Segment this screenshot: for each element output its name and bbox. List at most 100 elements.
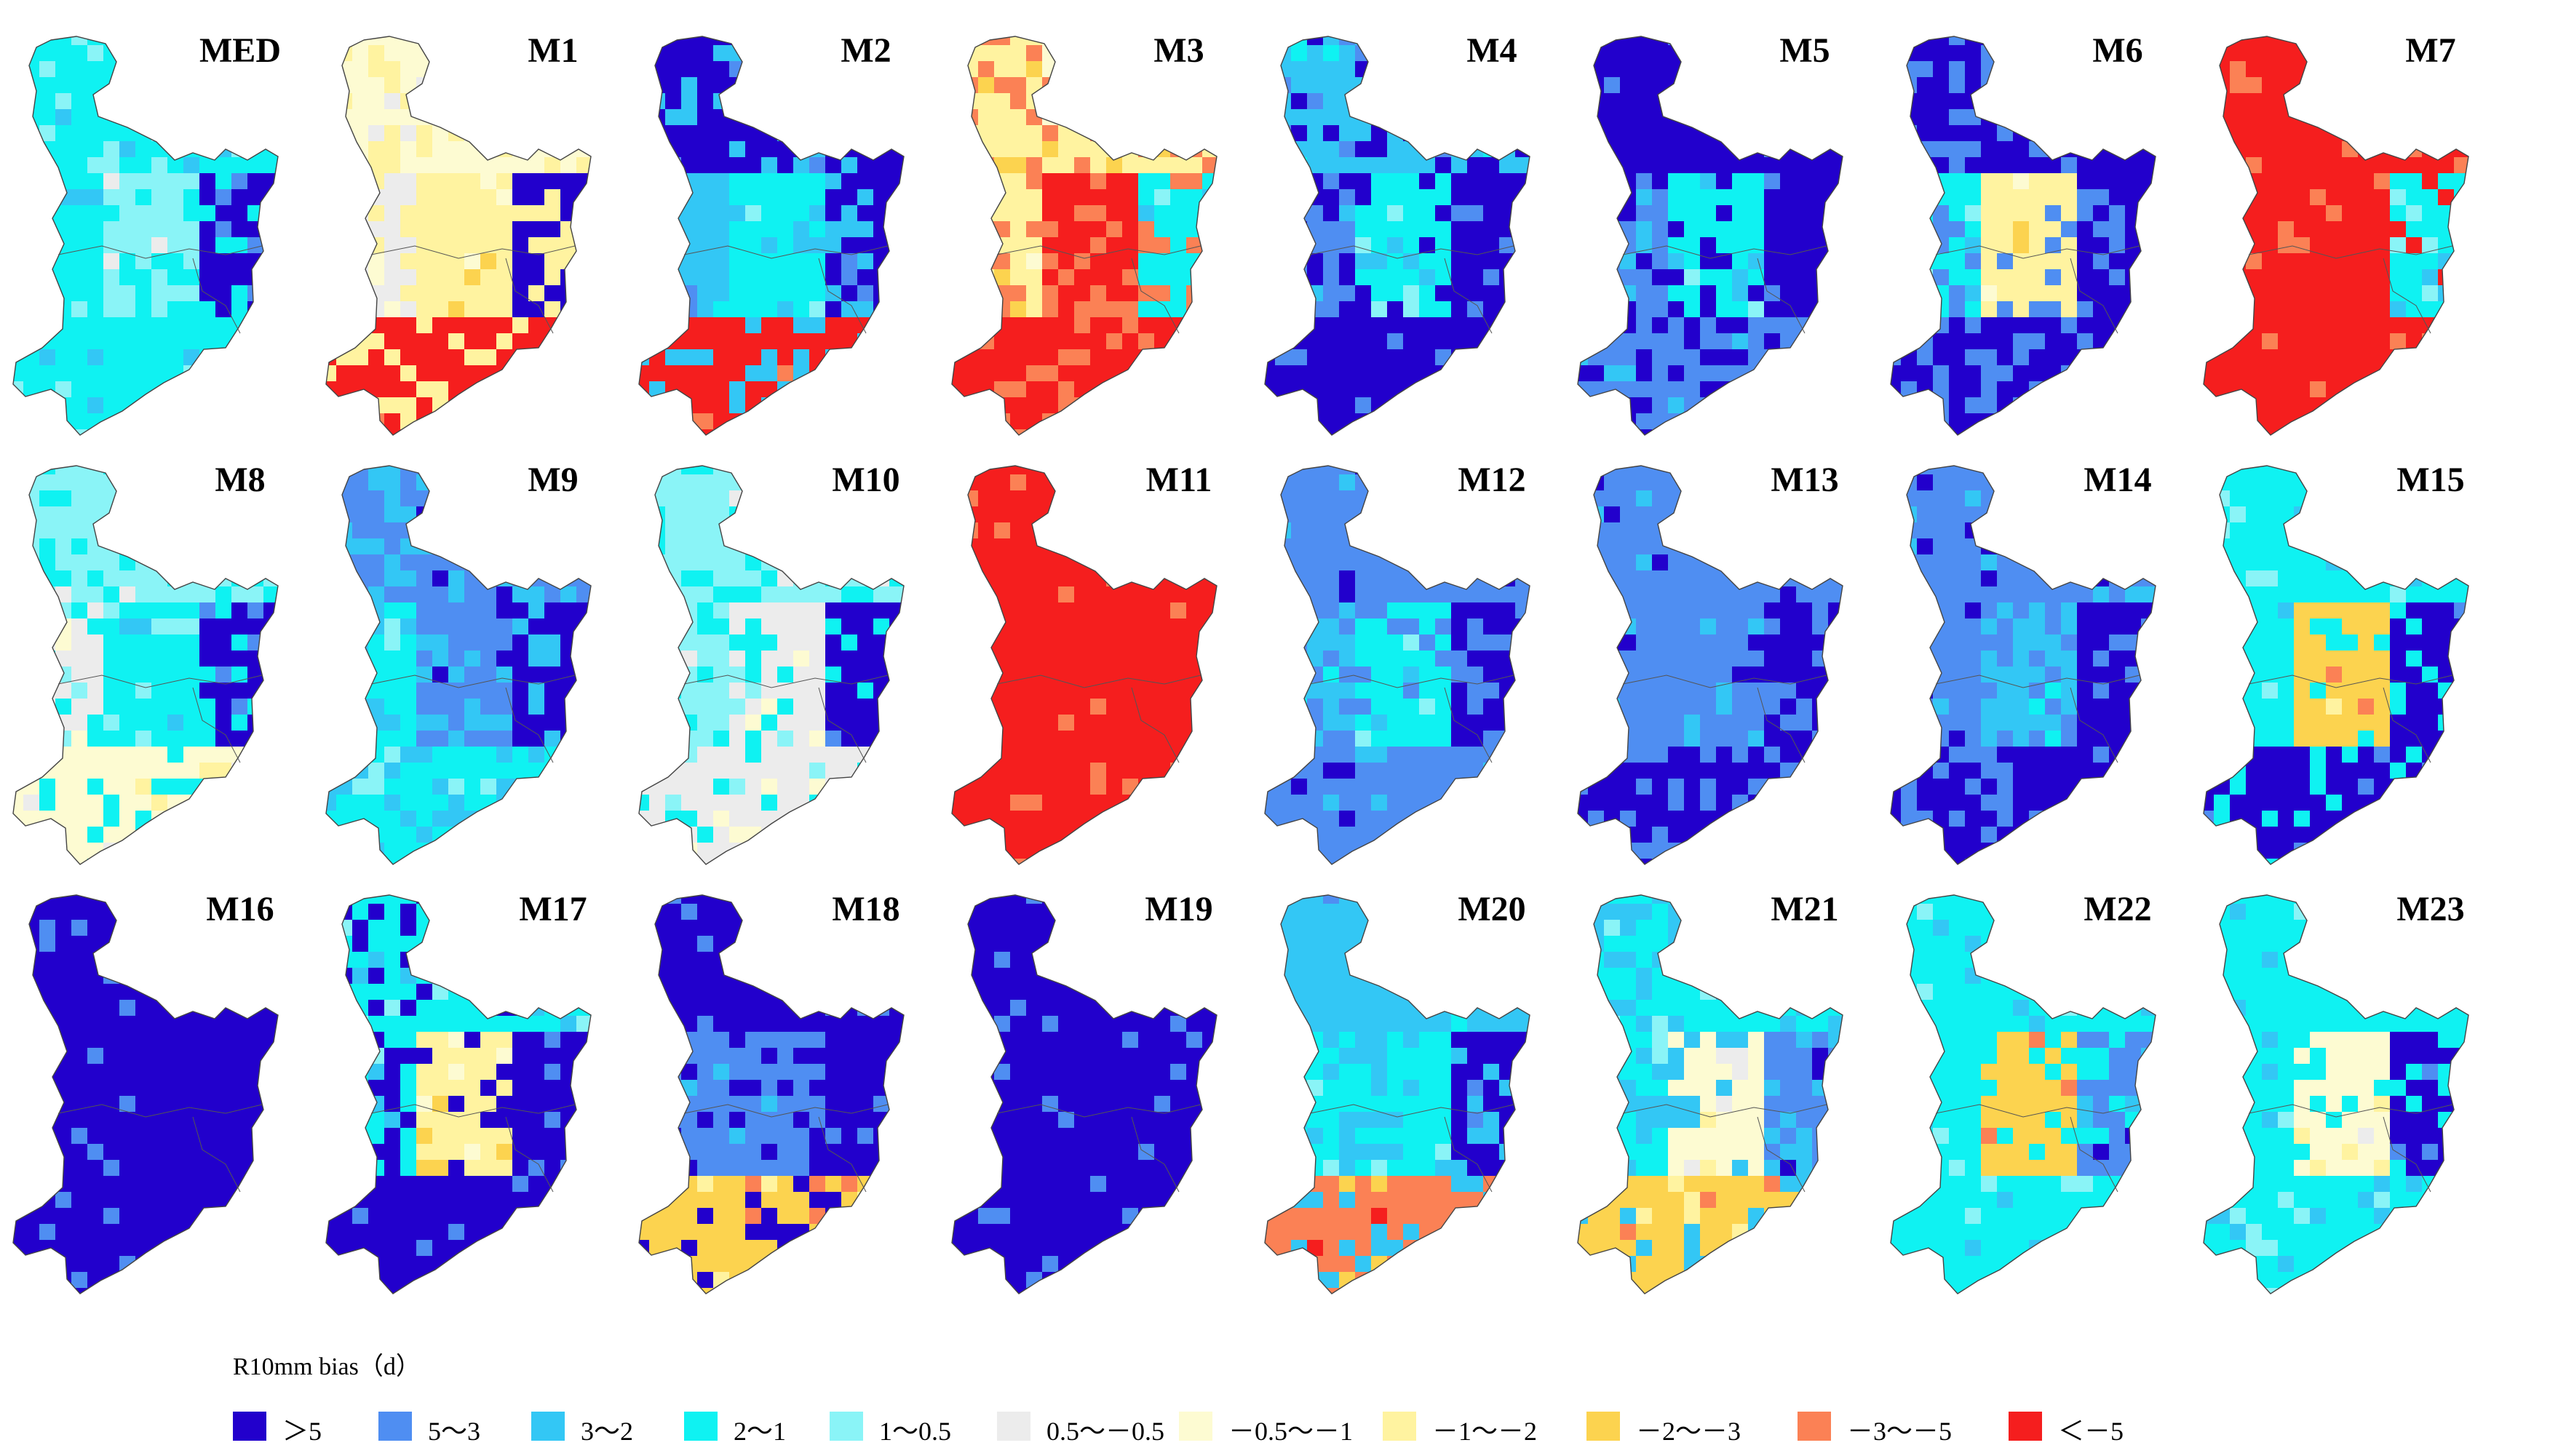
grid-cell — [384, 221, 401, 238]
grid-cell — [1435, 301, 1452, 318]
grid-cell — [87, 586, 104, 603]
grid-cell — [1578, 61, 1589, 78]
grid-cell — [1371, 269, 1388, 286]
grid-cell — [199, 634, 216, 651]
grid-cell — [1090, 301, 1107, 318]
grid-cell — [23, 466, 40, 475]
grid-cell — [87, 205, 104, 222]
grid-cell — [2204, 381, 2215, 398]
grid-cell — [416, 157, 433, 174]
grid-cell — [2029, 157, 2046, 174]
grid-cell — [400, 45, 417, 62]
bias-map — [1890, 36, 2156, 436]
province-boundary — [505, 258, 554, 334]
grid-cell — [39, 779, 56, 795]
grid-cell — [873, 651, 890, 667]
grid-cell — [199, 586, 216, 603]
grid-cell — [2061, 413, 2078, 430]
grid-cell — [2326, 301, 2343, 318]
grid-cell — [1652, 221, 1669, 238]
grid-cell — [2454, 333, 2468, 350]
grid-cell — [23, 205, 40, 222]
grid-cell — [215, 173, 232, 190]
grid-cell — [1202, 397, 1217, 414]
grid-cell — [2045, 157, 2062, 174]
grid-cell — [231, 795, 248, 811]
grid-cell — [777, 333, 794, 350]
grid-cell — [1997, 365, 2014, 382]
grid-cell — [1074, 349, 1091, 366]
grid-cell — [528, 397, 545, 414]
grid-cell — [1578, 413, 1589, 430]
grid-cell — [793, 253, 810, 270]
grid-cell — [1435, 173, 1452, 190]
grid-cell — [2374, 397, 2391, 414]
grid-cell — [2141, 285, 2156, 302]
grid-cell — [2342, 397, 2359, 414]
grid-cell — [87, 349, 104, 366]
grid-cell — [745, 413, 762, 430]
grid-cell — [512, 522, 529, 539]
grid-cell — [464, 602, 481, 619]
province-boundary — [57, 245, 263, 259]
grid-cell — [279, 333, 296, 350]
grid-cell — [560, 651, 577, 667]
grid-cell — [2204, 237, 2215, 254]
grid-cell — [873, 237, 890, 254]
grid-cell — [1202, 109, 1217, 126]
grid-cell — [1748, 77, 1765, 94]
grid-cell — [199, 522, 216, 539]
grid-cell — [2454, 77, 2468, 94]
grid-cell — [1451, 173, 1468, 190]
grid-cell — [825, 125, 842, 142]
grid-cell — [400, 683, 417, 699]
grid-cell — [103, 843, 120, 859]
panel-label: MED — [199, 31, 281, 70]
grid-cell — [151, 61, 168, 78]
grid-cell — [400, 93, 417, 110]
grid-cell — [231, 522, 248, 539]
grid-cell — [448, 45, 465, 62]
grid-cell — [592, 779, 609, 795]
grid-cell — [336, 285, 353, 302]
grid-cell — [745, 173, 762, 190]
panel-label: M4 — [1466, 31, 1517, 70]
grid-cell — [1122, 269, 1139, 286]
grid-cell — [103, 93, 120, 110]
grid-cell — [745, 570, 762, 587]
grid-cell — [857, 141, 874, 158]
grid-cell — [639, 538, 650, 555]
grid-cell — [1058, 36, 1075, 46]
grid-cell — [464, 779, 481, 795]
grid-cell — [199, 843, 216, 859]
grid-cell — [2077, 253, 2094, 270]
grid-cell — [103, 731, 120, 747]
grid-cell — [2406, 77, 2423, 94]
grid-cell — [1323, 413, 1340, 430]
grid-cell — [777, 61, 794, 78]
grid-cell — [1700, 109, 1717, 126]
grid-cell — [777, 77, 794, 94]
grid-cell — [1122, 157, 1139, 174]
grid-cell — [560, 93, 577, 110]
grid-cell — [1042, 413, 1059, 430]
grid-cell — [1652, 349, 1669, 366]
grid-cell — [13, 77, 24, 94]
grid-cell — [2214, 333, 2231, 350]
grid-cell — [1467, 221, 1484, 238]
grid-cell — [1965, 269, 1982, 286]
grid-cell — [649, 173, 666, 190]
grid-cell — [639, 141, 650, 158]
grid-cell — [1154, 269, 1171, 286]
grid-cell — [512, 634, 529, 651]
grid-cell — [512, 381, 529, 398]
grid-cell — [247, 285, 264, 302]
grid-cell — [55, 699, 72, 715]
grid-cell — [55, 61, 72, 78]
grid-cell — [1451, 189, 1468, 206]
grid-cell — [665, 522, 682, 539]
grid-cell — [231, 602, 248, 619]
grid-cell — [416, 173, 433, 190]
grid-cell — [39, 45, 56, 62]
grid-cell — [416, 221, 433, 238]
